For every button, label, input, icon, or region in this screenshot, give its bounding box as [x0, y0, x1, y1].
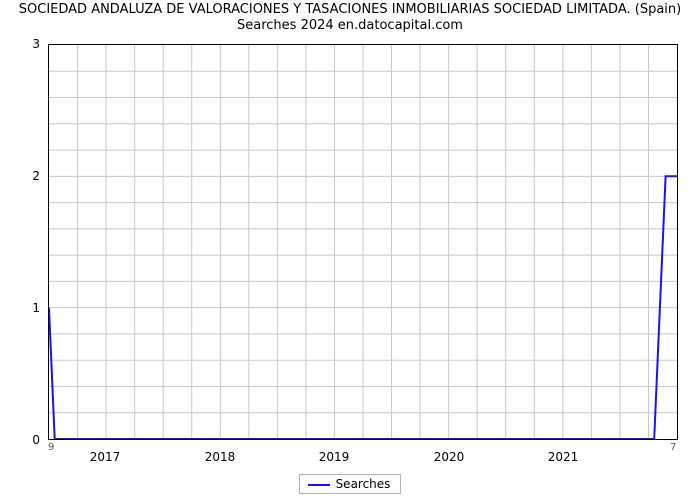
chart-title-line2: Searches 2024 en.datocapital.com	[237, 18, 463, 33]
gridlines	[49, 45, 677, 439]
xtick-2018: 2018	[205, 450, 236, 464]
legend-swatch-icon	[308, 484, 330, 486]
ytick-2: 2	[10, 169, 40, 183]
xtick-2019: 2019	[319, 450, 350, 464]
chart-container: SOCIEDAD ANDALUZA DE VALORACIONES Y TASA…	[0, 0, 700, 500]
legend: Searches	[0, 473, 700, 494]
ytick-1: 1	[10, 301, 40, 315]
corner-annot-right: 7	[670, 442, 676, 453]
ytick-0: 0	[10, 433, 40, 447]
xtick-2017: 2017	[90, 450, 121, 464]
legend-label: Searches	[336, 477, 391, 491]
xtick-2021: 2021	[548, 450, 579, 464]
chart-title: SOCIEDAD ANDALUZA DE VALORACIONES Y TASA…	[0, 2, 700, 35]
chart-title-line1: SOCIEDAD ANDALUZA DE VALORACIONES Y TASA…	[19, 2, 681, 17]
corner-annot-left: 9	[48, 442, 54, 453]
legend-box: Searches	[299, 474, 402, 494]
plot-area	[48, 44, 678, 440]
ytick-3: 3	[10, 37, 40, 51]
plot-svg	[49, 45, 677, 439]
xtick-2020: 2020	[434, 450, 465, 464]
